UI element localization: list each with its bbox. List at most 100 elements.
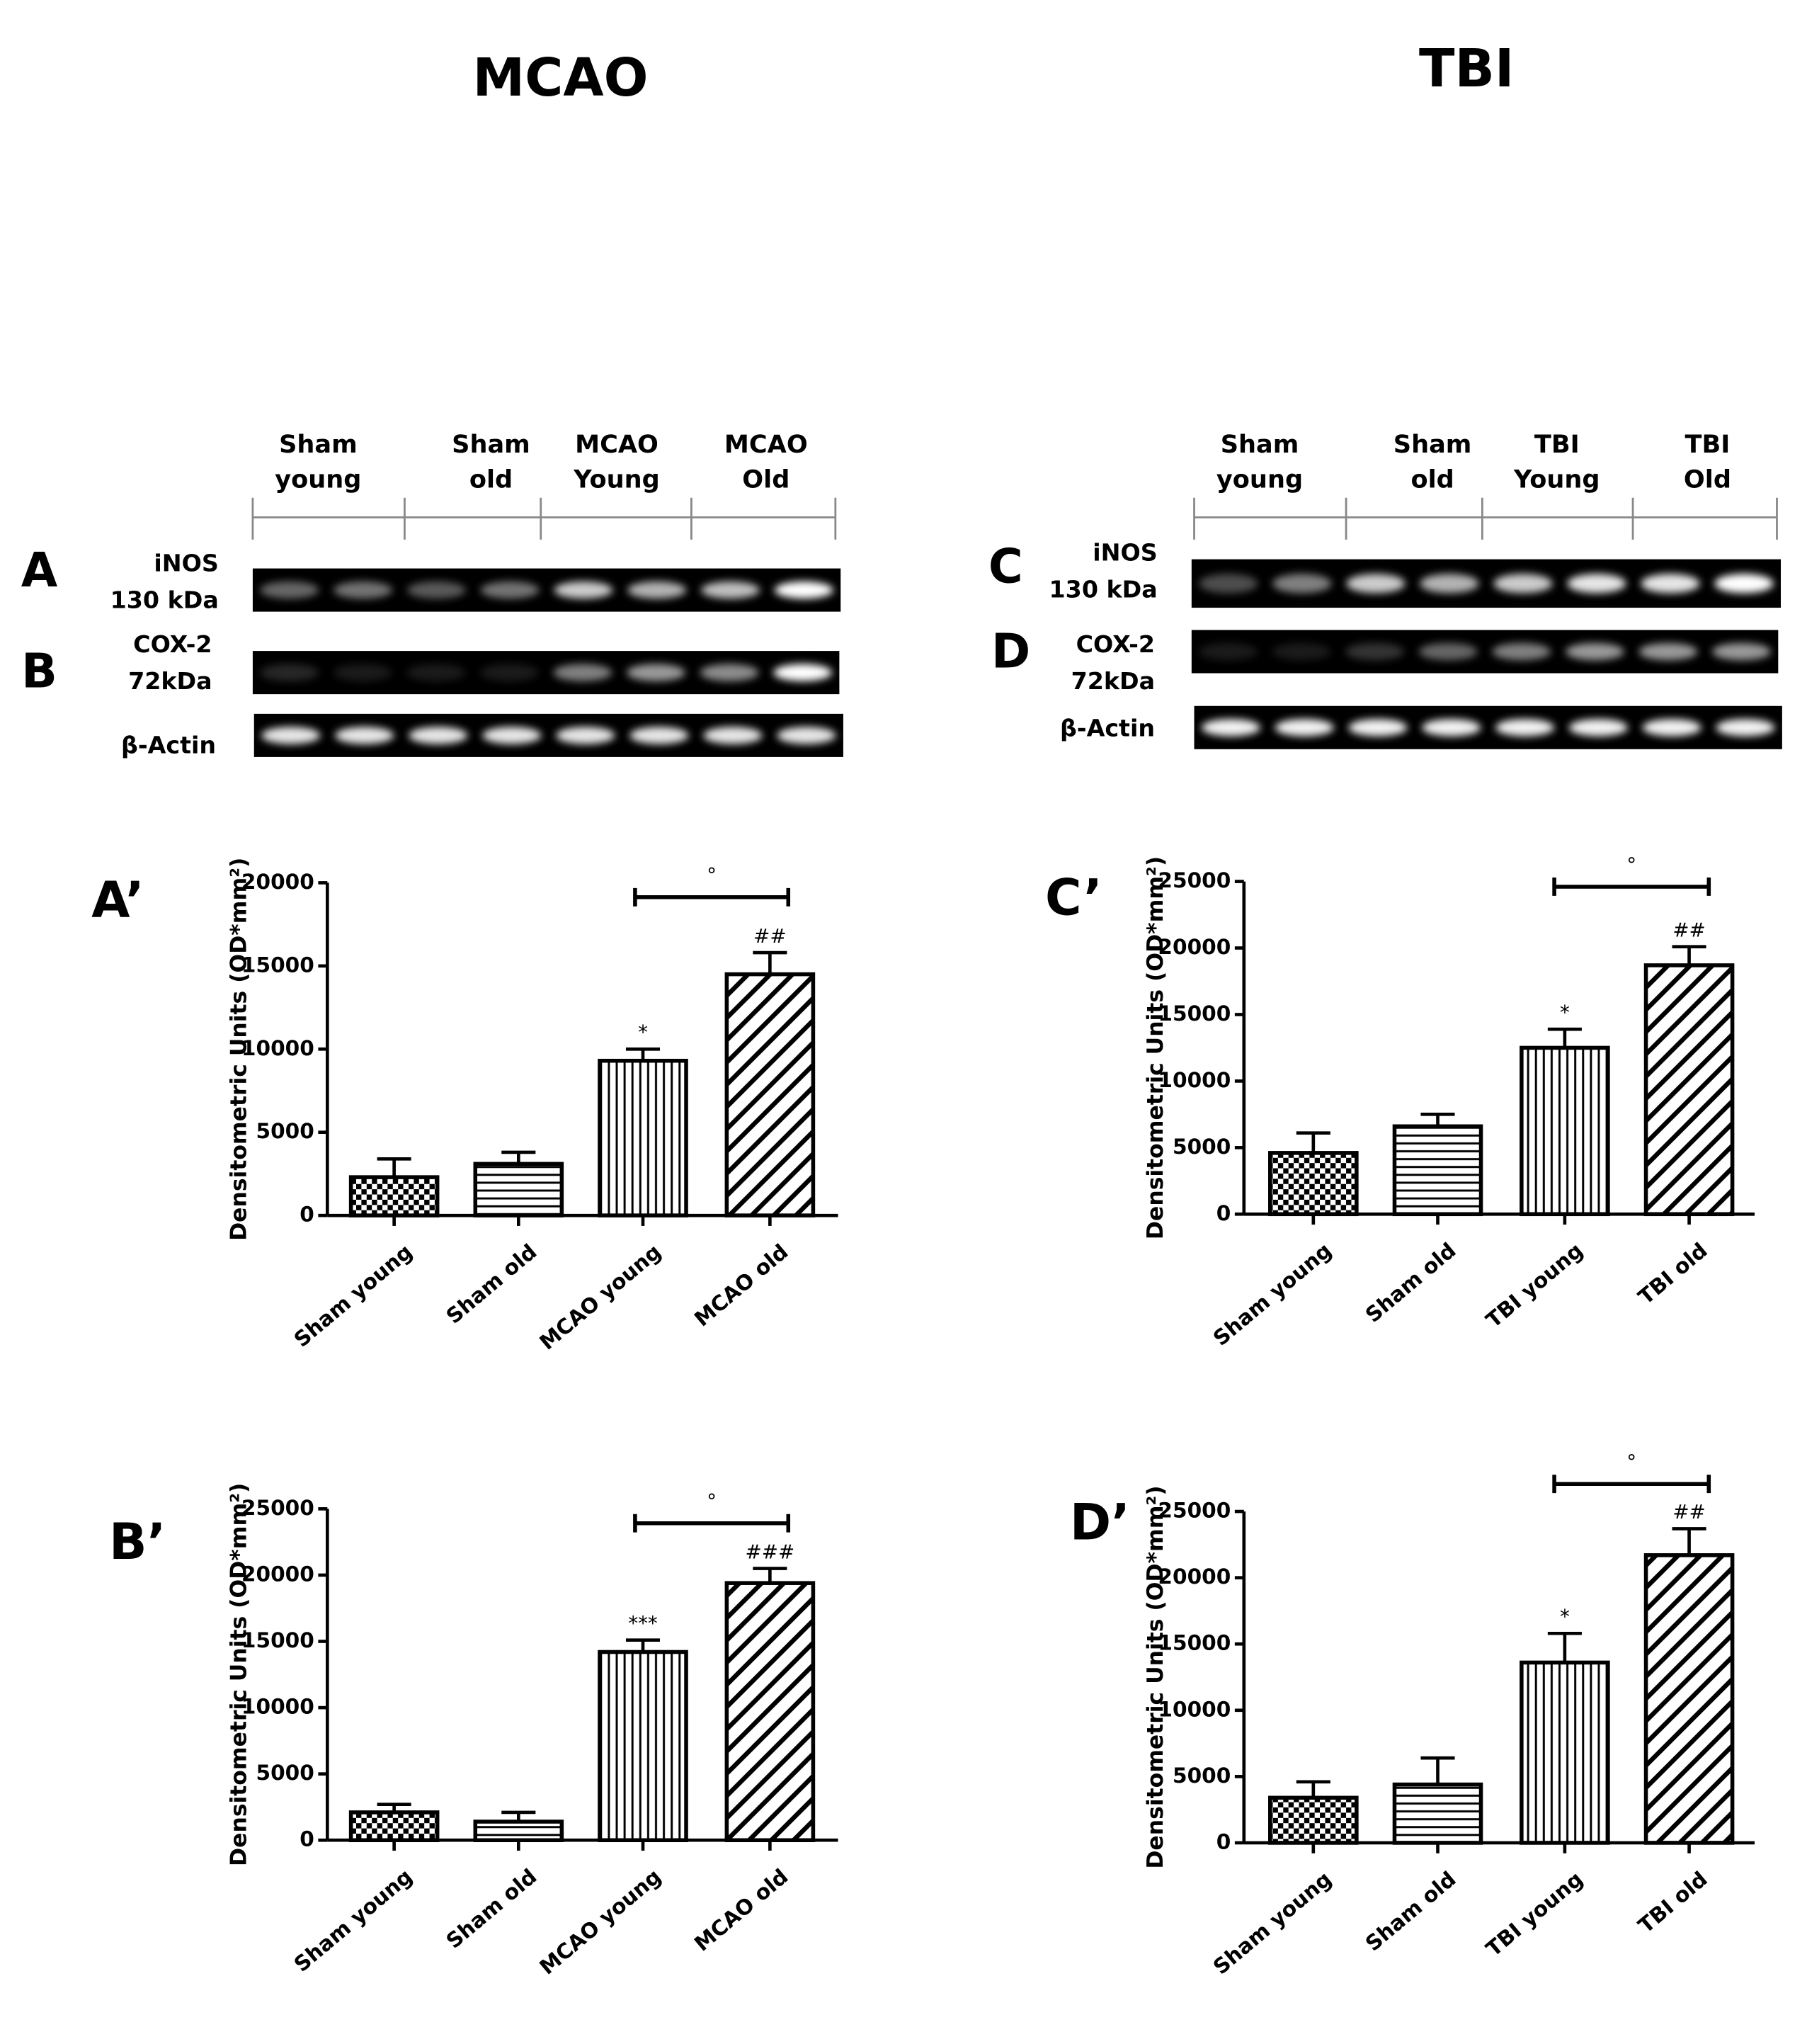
x-tick-label: MCAO young	[535, 1864, 666, 1980]
blot-band	[1567, 574, 1626, 594]
blot-band	[627, 664, 685, 681]
bar	[348, 1175, 440, 1217]
lane-label: Young	[573, 465, 660, 494]
blot-label: 130 kDa	[1049, 576, 1158, 603]
y-tick-label: 5000	[256, 1761, 314, 1785]
lane-label: Sham	[279, 430, 358, 459]
blot-label: 130 kDa	[110, 586, 219, 613]
significance-label: *	[1560, 1605, 1570, 1628]
lane-label: MCAO	[724, 430, 808, 459]
comparison-bracket	[633, 1514, 791, 1533]
lane-label: Old	[1684, 465, 1731, 494]
bracket-label: °	[1626, 853, 1636, 876]
blot-band	[406, 664, 466, 681]
blot-label: COX-2	[133, 630, 212, 658]
blot-label: 72kDa	[128, 667, 212, 695]
error-bar	[1547, 1631, 1582, 1663]
significance-label: ###	[746, 1540, 795, 1563]
panel-label: D’	[1070, 1493, 1130, 1551]
x-tick-label: MCAO old	[690, 1864, 792, 1956]
blot-band	[556, 727, 615, 744]
blot-band	[260, 664, 319, 681]
blot-band	[1493, 574, 1553, 594]
error-bar	[501, 1810, 536, 1822]
blot-band	[1638, 642, 1698, 661]
lane-label: young	[1216, 465, 1303, 494]
y-tick-label: 25000	[241, 1496, 314, 1520]
error-bar	[1296, 1131, 1330, 1153]
blot-band	[1642, 719, 1701, 737]
y-tick-label: 10000	[241, 1036, 314, 1060]
blot-band	[774, 581, 833, 599]
panel-label: B’	[109, 1513, 166, 1571]
error-bar	[1296, 1780, 1330, 1798]
bar	[724, 972, 816, 1217]
blot-band	[629, 727, 689, 744]
blot-band	[1565, 642, 1624, 661]
heading: MCAO	[472, 47, 648, 108]
blot-label: β-Actin	[121, 732, 216, 759]
y-axis-label: Densitometric Units (OD*mm²)	[1143, 856, 1168, 1239]
blot-band	[482, 727, 542, 744]
error-bar	[753, 1567, 787, 1584]
blot-band	[261, 727, 321, 744]
blot-band	[554, 581, 613, 599]
blot-band	[1275, 719, 1334, 737]
x-tick-label: TBI old	[1634, 1238, 1711, 1309]
y-tick-label: 10000	[1158, 1068, 1231, 1092]
blot-band	[1272, 642, 1331, 661]
x-tick-label: Sham young	[290, 1239, 417, 1352]
y-tick-label: 20000	[241, 1562, 314, 1586]
y-tick-label: 20000	[1158, 1565, 1231, 1589]
x-tick-label: Sham old	[442, 1239, 542, 1329]
y-tick-label: 5000	[1173, 1135, 1231, 1159]
y-tick-label: 5000	[1173, 1764, 1231, 1788]
bar	[1268, 1151, 1359, 1217]
blot-band	[777, 727, 836, 744]
y-tick-label: 0	[1216, 1201, 1231, 1225]
y-tick-label: 20000	[241, 870, 314, 894]
y-tick-label: 15000	[1158, 1631, 1231, 1655]
x-tick-label: Sham young	[290, 1864, 417, 1977]
lane-label: old	[1410, 465, 1454, 494]
comparison-bracket	[1552, 1475, 1711, 1494]
blot-band	[1568, 719, 1628, 737]
error-bar	[1672, 1527, 1706, 1555]
error-bar	[1672, 945, 1706, 965]
blot-label: iNOS	[1093, 539, 1157, 567]
significance-label: ***	[628, 1611, 658, 1635]
y-axis-label: Densitometric Units (OD*mm²)	[226, 858, 251, 1241]
blot-band	[553, 664, 612, 681]
x-tick-label: TBI old	[1634, 1867, 1711, 1938]
panel-label: A’	[91, 871, 144, 929]
lane-label: old	[469, 465, 513, 494]
y-tick-label: 25000	[1158, 1499, 1231, 1523]
blot-band	[1201, 719, 1260, 737]
y-axis-label: Densitometric Units (OD*mm²)	[1143, 1485, 1168, 1868]
error-bar	[377, 1802, 411, 1812]
blot-band	[1348, 719, 1408, 737]
x-tick-label: Sham young	[1209, 1238, 1336, 1351]
bar	[598, 1650, 688, 1843]
bar	[1268, 1795, 1359, 1845]
y-tick-label: 0	[1216, 1829, 1231, 1853]
panel-letter: D	[991, 624, 1030, 679]
comparison-bracket	[1552, 878, 1711, 896]
lane-label: TBI	[1685, 430, 1731, 459]
bar	[598, 1058, 688, 1217]
significance-label: ##	[1672, 918, 1705, 941]
error-bar	[753, 950, 787, 975]
y-tick-label: 15000	[241, 1628, 314, 1652]
lane-label: Young	[1513, 465, 1600, 494]
bar	[1643, 963, 1735, 1217]
blot-band	[333, 664, 392, 681]
blot-band	[1641, 574, 1700, 594]
blot-band	[1418, 642, 1478, 661]
y-tick-label: 10000	[1158, 1697, 1231, 1721]
blot-label: iNOS	[154, 550, 218, 577]
blot-band	[1199, 642, 1258, 661]
comparison-bracket	[633, 887, 791, 907]
panel-label: C’	[1045, 868, 1102, 926]
x-tick-label: MCAO young	[535, 1239, 666, 1355]
